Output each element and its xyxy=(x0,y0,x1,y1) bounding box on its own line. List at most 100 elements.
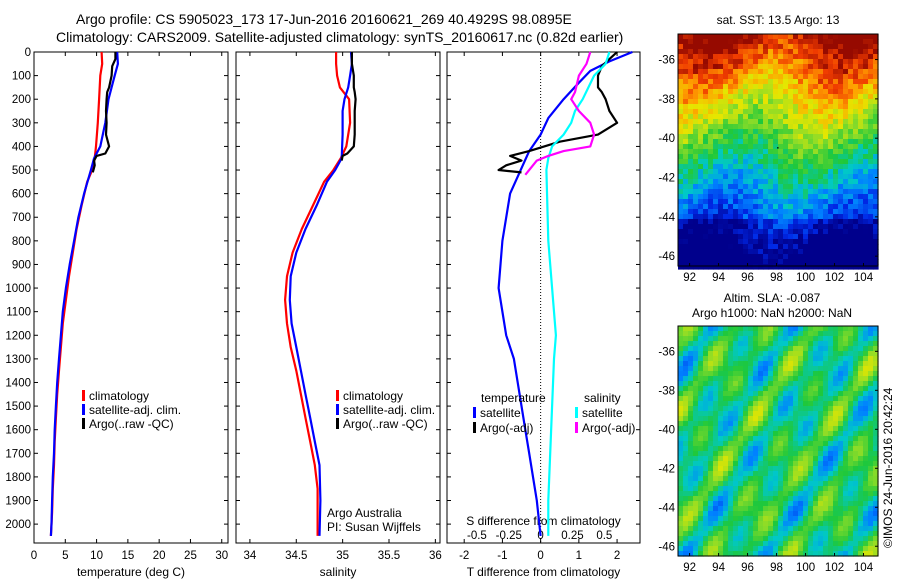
map-cell xyxy=(873,386,879,392)
map-cell xyxy=(788,416,794,422)
map-cell xyxy=(738,351,744,357)
map-cell xyxy=(838,184,844,190)
map-cell xyxy=(838,39,844,45)
map-cell xyxy=(768,451,774,457)
map-cell xyxy=(788,144,794,150)
map-cell xyxy=(718,341,724,347)
map-cell xyxy=(703,184,709,190)
map-cell xyxy=(678,331,684,337)
map-cell xyxy=(763,224,769,230)
map-cell xyxy=(773,536,779,542)
map-cell xyxy=(793,169,799,175)
map-cell xyxy=(748,194,754,200)
map-cell xyxy=(833,64,839,70)
map-cell xyxy=(743,199,749,205)
map-cell xyxy=(703,396,709,402)
map-cell xyxy=(798,351,804,357)
map-cell xyxy=(713,416,719,422)
map-cell xyxy=(808,456,814,462)
map-cell xyxy=(743,526,749,532)
map-cell xyxy=(833,341,839,347)
map-cell xyxy=(798,416,804,422)
map-cell xyxy=(758,421,764,427)
map-cell xyxy=(738,84,744,90)
map-cell xyxy=(738,491,744,497)
map-cell xyxy=(848,74,854,80)
map-cell xyxy=(818,351,824,357)
map-cell xyxy=(783,84,789,90)
map-cell xyxy=(868,541,874,547)
map-cell xyxy=(813,486,819,492)
map-cell xyxy=(728,204,734,210)
map-cell xyxy=(873,129,879,135)
map-cell xyxy=(793,114,799,120)
map-cell xyxy=(873,416,879,422)
map-cell xyxy=(758,94,764,100)
map-cell xyxy=(773,234,779,240)
map-cell xyxy=(773,546,779,552)
map-cell xyxy=(678,154,684,160)
map-cell xyxy=(853,219,859,225)
map-cell xyxy=(838,64,844,70)
map-cell xyxy=(798,391,804,397)
map-cell xyxy=(773,79,779,85)
map-cell xyxy=(848,551,854,557)
map-cell xyxy=(703,174,709,180)
map-cell xyxy=(778,401,784,407)
map-cell xyxy=(698,496,704,502)
map-cell xyxy=(788,361,794,367)
map-cell xyxy=(853,104,859,110)
map-cell xyxy=(848,436,854,442)
map-cell xyxy=(683,516,689,522)
map-cell xyxy=(873,341,879,347)
y-tick-label: 1700 xyxy=(5,448,31,460)
map-cell xyxy=(678,396,684,402)
map-cell xyxy=(728,366,734,372)
map-cell xyxy=(798,124,804,130)
map-cell xyxy=(708,496,714,502)
map-cell xyxy=(683,254,689,260)
map-cell xyxy=(718,44,724,50)
map-cell xyxy=(683,119,689,125)
map-cell xyxy=(708,471,714,477)
map-cell xyxy=(833,481,839,487)
map-cell xyxy=(853,426,859,432)
map-cell xyxy=(803,169,809,175)
map-cell xyxy=(768,79,774,85)
map-cell xyxy=(793,416,799,422)
map-cell xyxy=(738,336,744,342)
map-cell xyxy=(803,114,809,120)
map-cell xyxy=(838,99,844,105)
map-cell xyxy=(858,219,864,225)
map-cell xyxy=(753,521,759,527)
map-cell xyxy=(773,531,779,537)
map-cell xyxy=(728,346,734,352)
map-cell xyxy=(843,391,849,397)
map-cell xyxy=(723,486,729,492)
map-cell xyxy=(708,259,714,265)
map-cell xyxy=(683,411,689,417)
map-cell xyxy=(793,84,799,90)
map-cell xyxy=(783,89,789,95)
map-cell xyxy=(718,259,724,265)
map-cell xyxy=(703,441,709,447)
map-cell xyxy=(698,219,704,225)
legend-swatch xyxy=(473,422,476,433)
map-cell xyxy=(753,496,759,502)
map-cell xyxy=(823,249,829,255)
map-cell xyxy=(768,139,774,145)
map-cell xyxy=(768,69,774,75)
map-cell xyxy=(858,441,864,447)
map-cell xyxy=(853,254,859,260)
map-cell xyxy=(778,34,784,40)
map-cell xyxy=(683,144,689,150)
map-cell xyxy=(863,411,869,417)
map-cell xyxy=(868,214,874,220)
map-cell xyxy=(743,119,749,125)
map-cell xyxy=(813,406,819,412)
map-cell xyxy=(813,219,819,225)
map-cell xyxy=(753,159,759,165)
map-cell xyxy=(863,511,869,517)
map-cell xyxy=(698,361,704,367)
map-cell xyxy=(703,219,709,225)
